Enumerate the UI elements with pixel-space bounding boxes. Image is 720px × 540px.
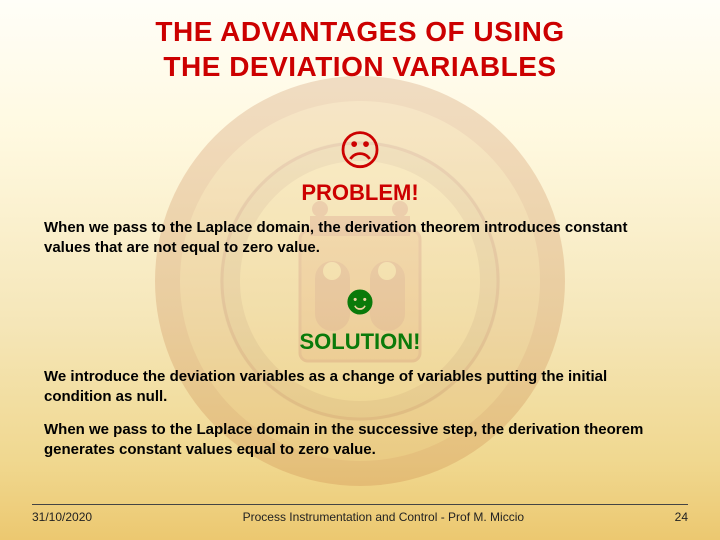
footer-divider [32,504,688,505]
footer-course: Process Instrumentation and Control - Pr… [92,510,675,524]
footer-date: 31/10/2020 [32,510,92,524]
footer-page-number: 24 [675,510,688,524]
title-line-2: THE DEVIATION VARIABLES [0,49,720,84]
title-line-1: THE ADVANTAGES OF USING [0,14,720,49]
solution-text-1: We introduce the deviation variables as … [0,367,720,406]
slide-footer: 31/10/2020 Process Instrumentation and C… [0,504,720,524]
slide-title: THE ADVANTAGES OF USING THE DEVIATION VA… [0,0,720,84]
solution-heading: SOLUTION! [0,329,720,355]
problem-text: When we pass to the Laplace domain, the … [0,218,720,257]
problem-heading: PROBLEM! [0,180,720,206]
solution-text-2: When we pass to the Laplace domain in th… [0,420,720,459]
happy-face-icon: ☻ [0,279,720,321]
sad-face-icon: ☹ [0,130,720,172]
